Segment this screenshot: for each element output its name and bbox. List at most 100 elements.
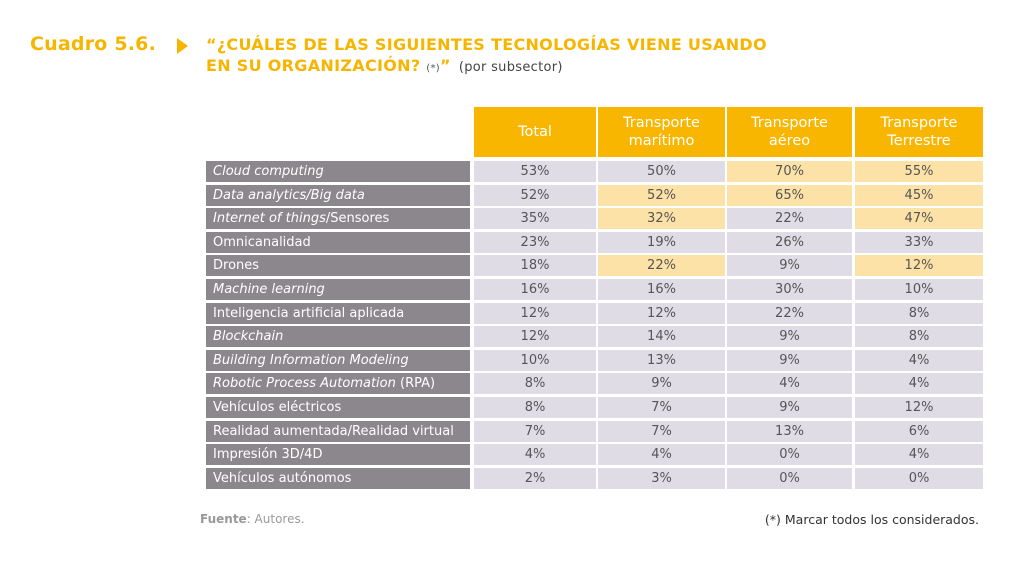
table-cell: 55%: [855, 161, 983, 182]
row-label-text: Inteligencia artificial aplicada: [213, 306, 405, 321]
row-label: Cloud computing: [206, 161, 470, 182]
title-subtitle: (por subsector): [458, 60, 563, 75]
table-cell: 22%: [727, 303, 852, 324]
table-cell: 13%: [598, 350, 725, 371]
table-cell: 65%: [727, 185, 852, 206]
row-label-text: Building Information Modeling: [213, 353, 409, 368]
column-header: Transporte aéreo: [727, 107, 852, 157]
column-header-text: Transporte marítimo: [623, 114, 700, 150]
title-line-1: “¿CUÁLES DE LAS SIGUIENTES TECNOLOGÍAS V…: [206, 35, 767, 54]
table-cell: 8%: [855, 303, 983, 324]
table-cell: 7%: [598, 397, 725, 418]
table-cell: 19%: [598, 232, 725, 253]
table-cell: 4%: [855, 373, 983, 394]
table-cell: 12%: [855, 397, 983, 418]
column-header: Transporte Terrestre: [855, 107, 983, 157]
table-cell: 8%: [474, 373, 596, 394]
column-header-line: Transporte: [623, 115, 700, 131]
table-cell: 45%: [855, 185, 983, 206]
row-label: Drones: [206, 255, 470, 276]
row-label: Machine learning: [206, 279, 470, 300]
table-cell: 0%: [727, 444, 852, 465]
table-cell: 16%: [598, 279, 725, 300]
table-cell: 10%: [855, 279, 983, 300]
table-cell: 0%: [727, 468, 852, 489]
table-cell: 9%: [727, 255, 852, 276]
table-cell: 30%: [727, 279, 852, 300]
table-cell: 4%: [855, 350, 983, 371]
table-cell: 12%: [855, 255, 983, 276]
row-label: Omnicanalidad: [206, 232, 470, 253]
table-cell: 32%: [598, 208, 725, 229]
row-label-text: Omnicanalidad: [213, 235, 311, 250]
table-cell: 22%: [727, 208, 852, 229]
table-cell: 8%: [474, 397, 596, 418]
row-label: Building Information Modeling: [206, 350, 470, 371]
row-label: Robotic Process Automation (RPA): [206, 373, 470, 394]
table-cell: 4%: [598, 444, 725, 465]
row-label-text: Blockchain: [213, 329, 284, 344]
row-label: Impresión 3D/4D: [206, 444, 470, 465]
table-cell: 9%: [727, 350, 852, 371]
row-label-text: Cloud computing: [213, 164, 324, 179]
row-label: Internet of things/Sensores: [206, 208, 470, 229]
source-text: : Autores.: [246, 512, 305, 526]
column-header: Transporte marítimo: [598, 107, 725, 157]
table-cell: 52%: [474, 185, 596, 206]
row-label-text: Vehículos autónomos: [213, 471, 352, 486]
row-label-text: Data analytics/Big data: [213, 188, 365, 203]
column-header-text: Total: [518, 123, 552, 141]
table-cell: 6%: [855, 421, 983, 442]
row-label: Realidad aumentada/Realidad virtual: [206, 421, 470, 442]
table-cell: 50%: [598, 161, 725, 182]
column-header-line: Total: [518, 124, 552, 140]
table-cell: 16%: [474, 279, 596, 300]
column-header: Total: [474, 107, 596, 157]
row-label: Vehículos autónomos: [206, 468, 470, 489]
row-label-text: Machine learning: [213, 282, 325, 297]
closing-quote: ”: [440, 56, 451, 75]
row-label-text: Vehículos eléctricos: [213, 400, 342, 415]
table-cell: 22%: [598, 255, 725, 276]
table-cell: 4%: [474, 444, 596, 465]
table-cell: 9%: [598, 373, 725, 394]
column-header-text: Transporte aéreo: [751, 114, 828, 150]
table-cell: 4%: [727, 373, 852, 394]
row-label-italic-text: Internet of things: [213, 211, 326, 226]
table-cell: 7%: [598, 421, 725, 442]
table-cell: 9%: [727, 397, 852, 418]
table-title: “¿CUÁLES DE LAS SIGUIENTES TECNOLOGÍAS V…: [206, 34, 767, 79]
table-cell: 47%: [855, 208, 983, 229]
table-cell: 9%: [727, 326, 852, 347]
table-cell: 14%: [598, 326, 725, 347]
table-cell: 2%: [474, 468, 596, 489]
title-line-2: EN SU ORGANIZACIÓN? (*)” (por subsector): [206, 55, 767, 79]
column-header-line: Transporte: [880, 115, 958, 131]
row-label-text: Realidad aumentada/Realidad virtual: [213, 424, 454, 439]
row-label-rest-text: (RPA): [395, 376, 436, 391]
table-cell: 0%: [855, 468, 983, 489]
table-cell: 12%: [598, 303, 725, 324]
table-cell: 12%: [474, 303, 596, 324]
title-line-2-text: EN SU ORGANIZACIÓN?: [206, 56, 421, 75]
table-cell: 10%: [474, 350, 596, 371]
table-cell: 35%: [474, 208, 596, 229]
row-label-italic-text: Robotic Process Automation: [213, 376, 396, 391]
table-cell: 23%: [474, 232, 596, 253]
row-label-rest-text: /Sensores: [325, 211, 390, 226]
source-label: Fuente: [200, 512, 247, 526]
row-label: Data analytics/Big data: [206, 185, 470, 206]
table-cell: 53%: [474, 161, 596, 182]
column-header-line: aéreo: [768, 133, 811, 149]
column-header-line: marítimo: [628, 133, 695, 149]
table-cell: 8%: [855, 326, 983, 347]
table-cell: 18%: [474, 255, 596, 276]
table-cell: 4%: [855, 444, 983, 465]
asterisk-note-marker: (*): [426, 63, 440, 74]
triangle-right-icon: [177, 38, 188, 54]
table-cell: 70%: [727, 161, 852, 182]
row-label: Inteligencia artificial aplicada: [206, 303, 470, 324]
column-header-text: Transporte Terrestre: [881, 114, 958, 150]
table-number: Cuadro 5.6.: [30, 33, 157, 55]
source-note: Fuente: Autores.: [200, 512, 305, 526]
